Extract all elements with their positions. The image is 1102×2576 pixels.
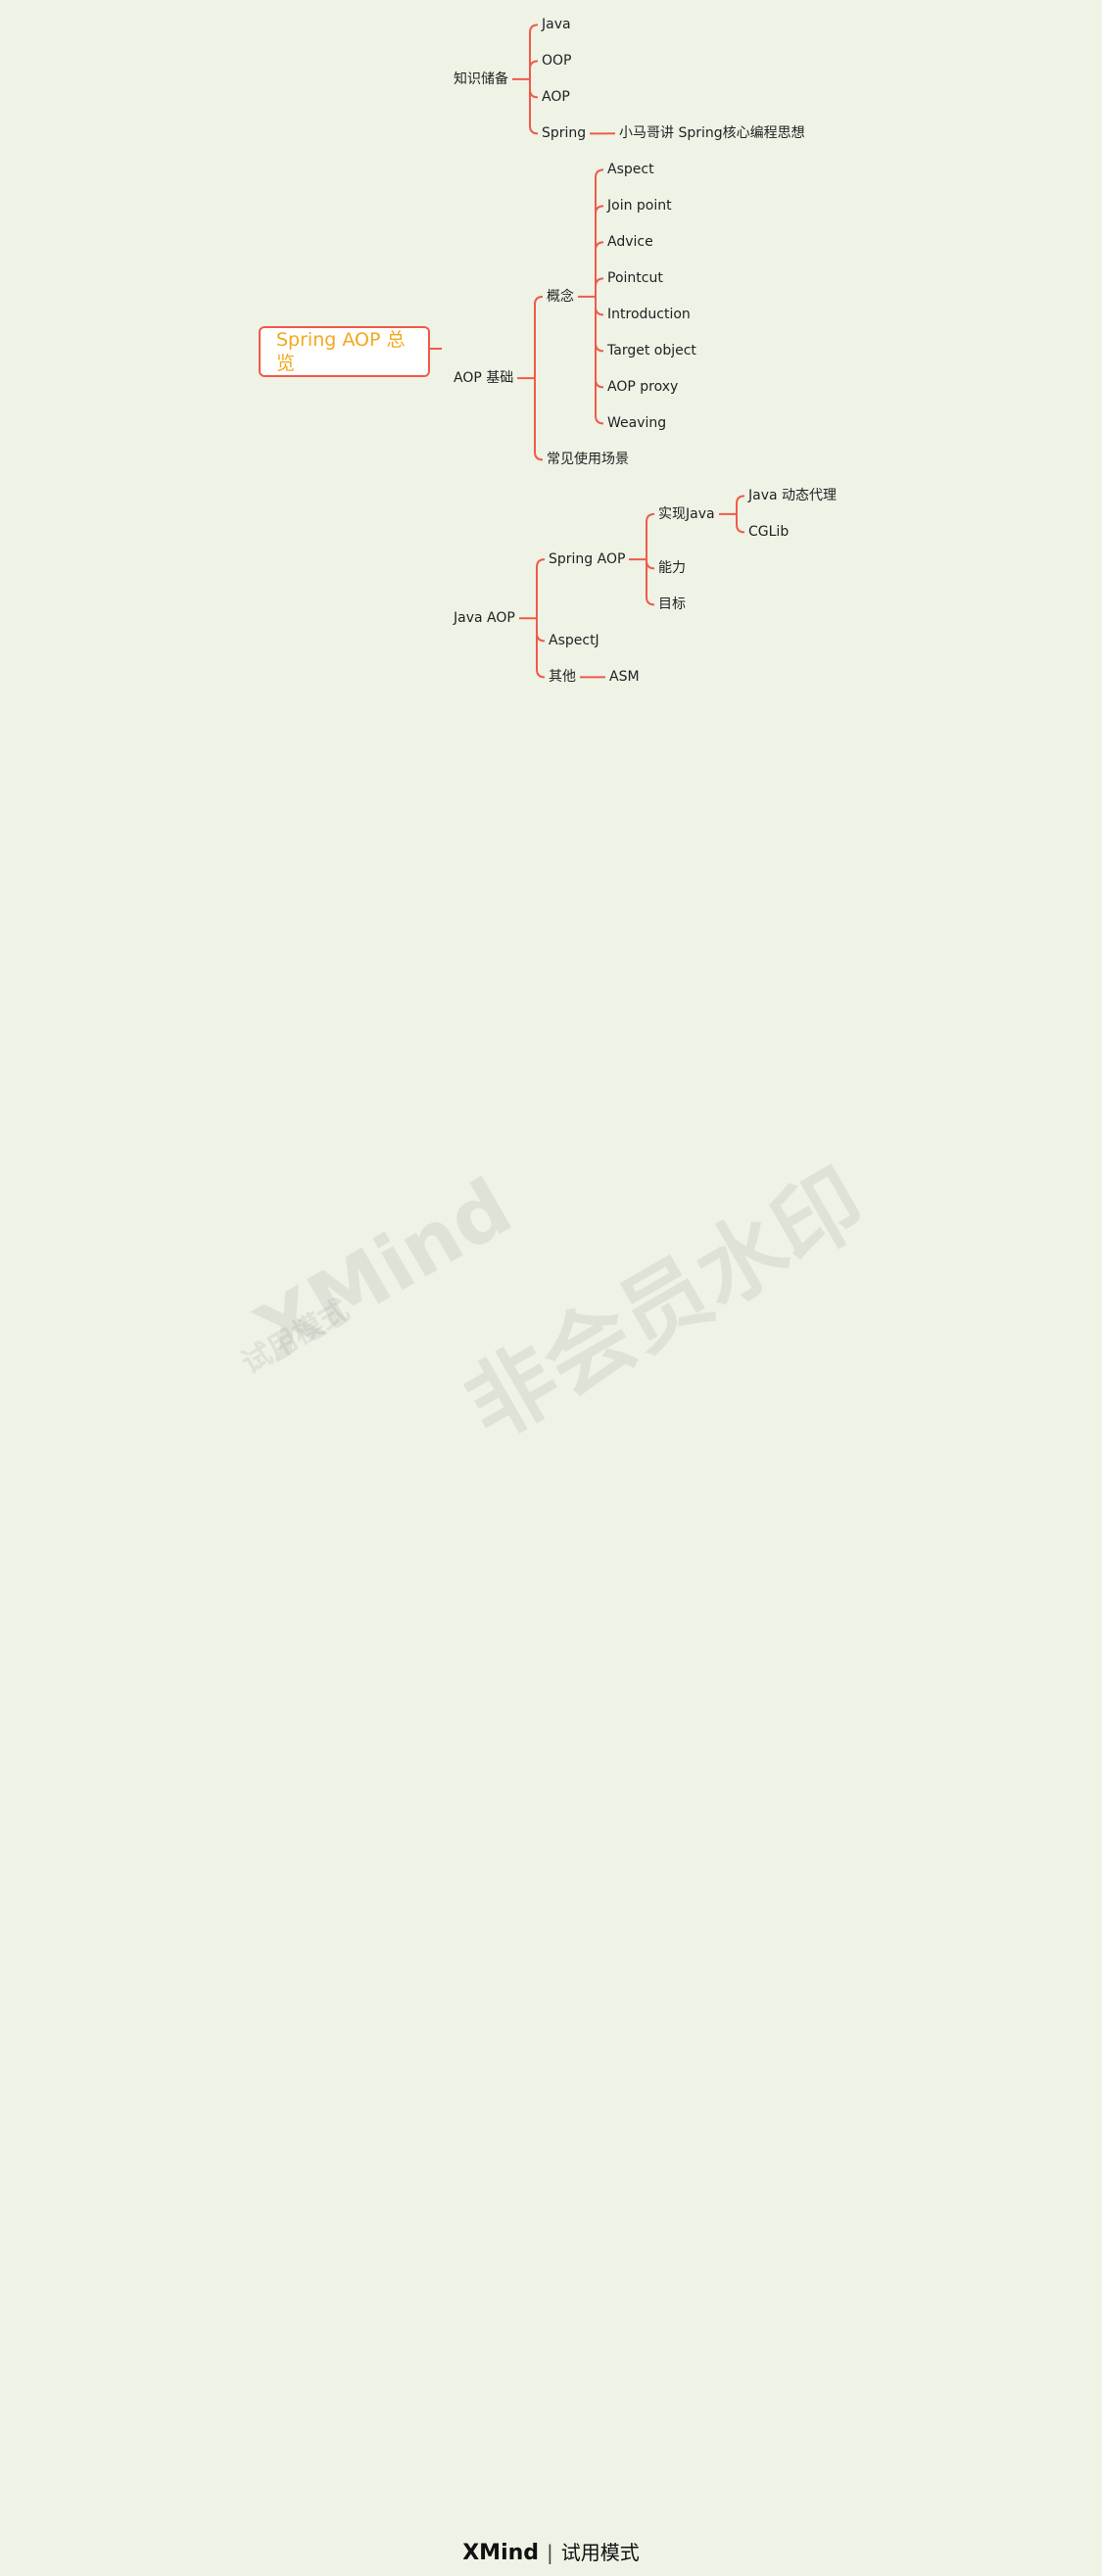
connector (595, 168, 604, 297)
topic-node[interactable]: CGLib (748, 524, 790, 541)
topic-node[interactable]: Java AOP (454, 610, 515, 627)
connector (595, 277, 604, 297)
topic-node[interactable]: Pointcut (607, 270, 663, 287)
topic-node[interactable]: 其他 (549, 669, 576, 686)
topic-node[interactable]: 实现Java (658, 505, 715, 522)
footer: XMind | 试用模式 (462, 2541, 640, 2565)
connector (536, 618, 546, 679)
footer-mode: 试用模式 (560, 2541, 640, 2564)
topic-node[interactable]: 知识储备 (454, 71, 508, 87)
topic-node[interactable]: Weaving (607, 415, 667, 432)
topic-node[interactable]: AspectJ (549, 633, 599, 649)
connector (646, 559, 655, 606)
connector (646, 512, 655, 560)
connector (529, 24, 539, 79)
topic-node[interactable]: Target object (607, 343, 696, 359)
topic-node[interactable]: AOP proxy (607, 379, 679, 396)
topic-node[interactable]: 概念 (547, 288, 574, 305)
topic-node[interactable]: Aspect (607, 162, 654, 178)
connector (595, 205, 604, 297)
connector (736, 513, 745, 534)
topic-node[interactable]: Spring AOP (549, 551, 626, 568)
topic-node[interactable]: Java (542, 17, 571, 33)
topic-node[interactable]: Join point (607, 198, 672, 215)
topic-node[interactable]: Spring (542, 125, 587, 142)
connector (536, 558, 546, 619)
main-topic-1[interactable]: Spring AOP 总览 (259, 326, 430, 377)
connector (736, 495, 745, 514)
connector (534, 295, 544, 379)
connector (529, 78, 539, 99)
topic-node[interactable]: 小马哥讲 Spring核心编程思想 (619, 125, 805, 142)
connector (536, 618, 546, 643)
topic-node[interactable]: Introduction (607, 307, 691, 323)
connector (529, 78, 539, 135)
topic-node[interactable]: ASM (609, 669, 640, 686)
topic-node[interactable]: AOP 基础 (454, 370, 514, 387)
connector (595, 296, 604, 316)
topic-node[interactable]: 目标 (658, 596, 686, 613)
connector (646, 559, 655, 570)
topic-node[interactable]: Advice (607, 234, 653, 251)
topic-node[interactable]: Java 动态代理 (748, 488, 838, 504)
connector (595, 296, 604, 353)
footer-brand: XMind (462, 2541, 540, 2565)
connector (595, 241, 604, 297)
topic-node[interactable]: OOP (542, 53, 572, 70)
connector (529, 60, 539, 79)
connector (595, 296, 604, 425)
topic-node[interactable]: AOP (542, 89, 570, 106)
topic-node[interactable]: 常见使用场景 (547, 452, 629, 468)
connector (534, 378, 544, 461)
topic-node[interactable]: 能力 (658, 560, 686, 577)
